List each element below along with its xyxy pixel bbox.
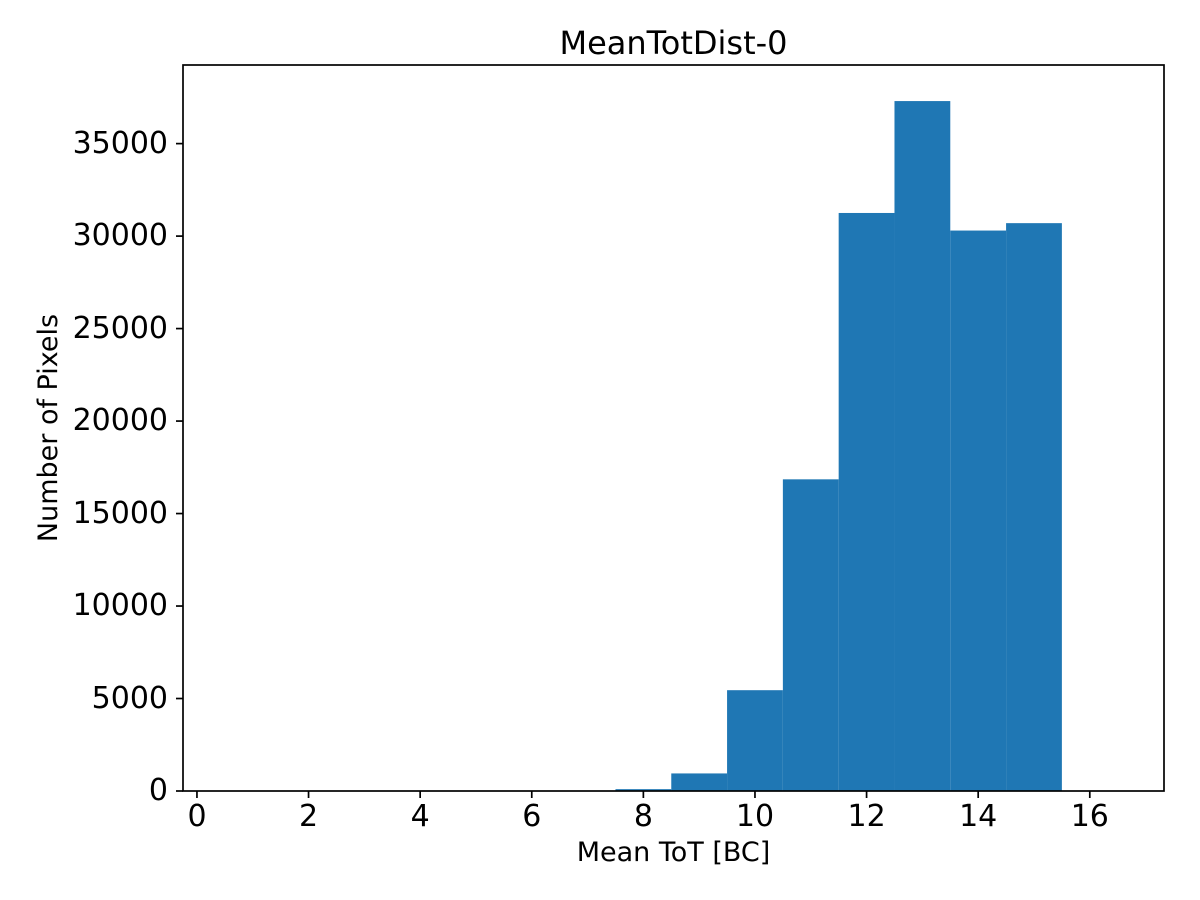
- histogram-bar: [838, 212, 895, 792]
- plot-frame: [182, 64, 1165, 792]
- histogram-bar: [671, 773, 728, 791]
- histogram-bar: [727, 690, 783, 791]
- histogram-bar: [615, 789, 672, 791]
- histogram-bars: [615, 101, 1062, 792]
- histogram-bar: [950, 230, 1007, 792]
- histogram-bar: [894, 101, 951, 791]
- histogram-bar: [782, 479, 839, 791]
- axis-ticks: [176, 142, 1091, 798]
- histogram-bar: [1006, 223, 1062, 791]
